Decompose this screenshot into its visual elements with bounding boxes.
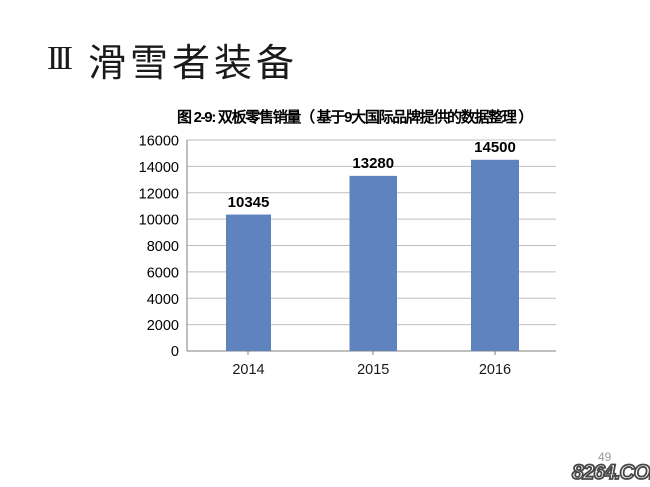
svg-text:14000: 14000 [139,160,179,176]
svg-text:12000: 12000 [139,186,179,202]
svg-text:10345: 10345 [228,194,270,211]
svg-text:0: 0 [171,344,179,360]
svg-text:14500: 14500 [474,139,516,156]
svg-text:16000: 16000 [139,134,179,150]
svg-text:13280: 13280 [352,155,394,172]
svg-text:2015: 2015 [357,362,389,378]
svg-text:4000: 4000 [147,292,179,308]
svg-text:6000: 6000 [147,265,179,281]
svg-text:2014: 2014 [232,362,264,378]
svg-text:8000: 8000 [147,239,179,255]
svg-text:2000: 2000 [147,318,179,334]
svg-text:2016: 2016 [479,362,511,378]
svg-text:10000: 10000 [139,213,179,229]
